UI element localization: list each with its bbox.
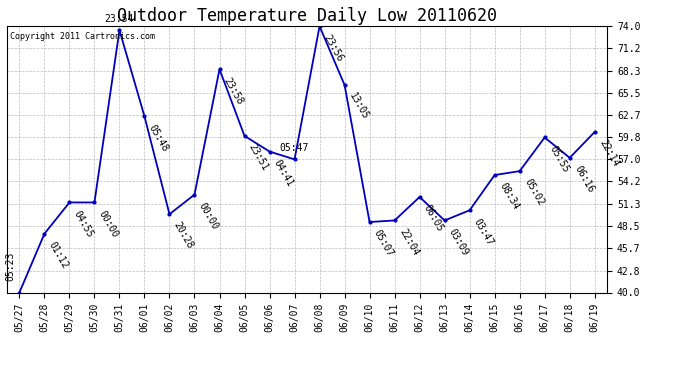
Text: 23:56: 23:56 (322, 33, 346, 63)
Text: 01:12: 01:12 (47, 240, 70, 270)
Text: 00:00: 00:00 (197, 201, 220, 231)
Text: 05:07: 05:07 (372, 228, 395, 259)
Text: 06:16: 06:16 (572, 164, 595, 195)
Text: 06:05: 06:05 (422, 203, 446, 234)
Text: 04:55: 04:55 (72, 209, 95, 239)
Text: 05:55: 05:55 (547, 144, 571, 174)
Text: 20:28: 20:28 (172, 220, 195, 251)
Text: Copyright 2011 Cartronics.com: Copyright 2011 Cartronics.com (10, 32, 155, 40)
Text: 23:58: 23:58 (222, 76, 246, 106)
Text: 05:23: 05:23 (6, 251, 16, 281)
Text: 23:51: 23:51 (247, 142, 270, 172)
Text: 05:02: 05:02 (522, 177, 546, 208)
Text: 03:09: 03:09 (447, 227, 471, 257)
Text: 22:14: 22:14 (598, 138, 620, 169)
Text: 04:41: 04:41 (272, 158, 295, 188)
Text: 03:47: 03:47 (472, 216, 495, 247)
Text: 05:47: 05:47 (280, 143, 309, 153)
Text: 23:54: 23:54 (105, 14, 134, 24)
Text: 08:34: 08:34 (497, 181, 520, 212)
Text: 13:05: 13:05 (347, 91, 371, 122)
Text: 05:48: 05:48 (147, 123, 170, 153)
Title: Outdoor Temperature Daily Low 20110620: Outdoor Temperature Daily Low 20110620 (117, 7, 497, 25)
Text: 00:00: 00:00 (97, 209, 120, 239)
Text: 22:04: 22:04 (397, 227, 420, 257)
